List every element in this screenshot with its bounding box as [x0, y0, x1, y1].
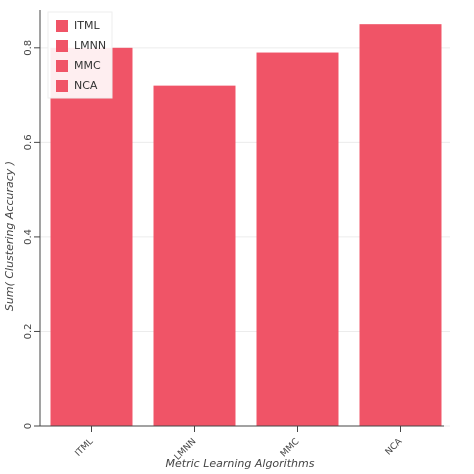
legend-swatch [56, 40, 68, 52]
legend-label: LMNN [74, 39, 106, 52]
y-tick-label: 0.2 [23, 324, 34, 340]
bar [50, 47, 133, 427]
x-tick-label: NCA [384, 436, 405, 457]
bar [256, 52, 339, 426]
y-tick-label: 0.4 [23, 229, 34, 245]
x-axis-label: Metric Learning Algorithms [166, 457, 315, 470]
y-axis-label: Sum( Clustering Accuracy ) [3, 161, 16, 311]
y-tick-label: 0.6 [23, 134, 34, 150]
y-tick-label: 0 [23, 423, 34, 429]
x-tick-label: MMC [279, 437, 302, 460]
y-tick-label: 0.8 [23, 40, 34, 56]
legend-label: ITML [74, 19, 100, 32]
legend-swatch [56, 60, 68, 72]
legend-swatch [56, 80, 68, 92]
bar [359, 24, 442, 426]
x-tick-label: ITML [74, 437, 96, 459]
bar [153, 85, 236, 427]
legend-label: NCA [74, 79, 98, 92]
legend-label: MMC [74, 59, 101, 72]
legend-swatch [56, 20, 68, 32]
legend: ITML LMNN MMC NCA [47, 11, 113, 99]
